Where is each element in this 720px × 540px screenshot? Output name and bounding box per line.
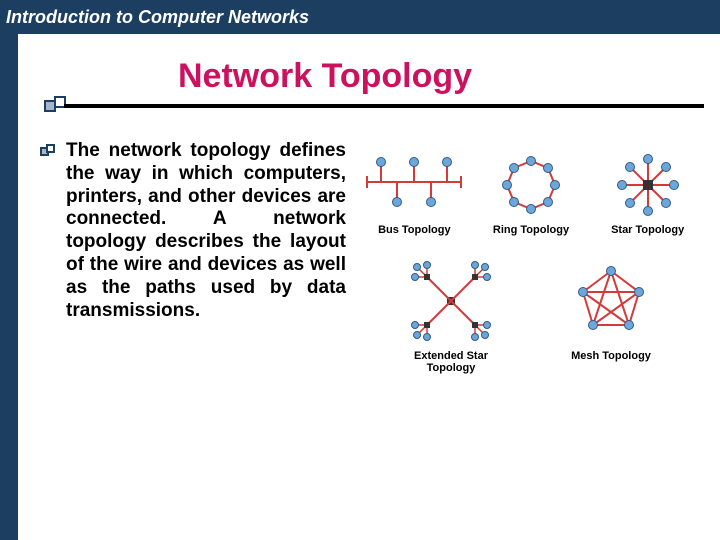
diagram-extended-star: Extended Star Topology [396,256,506,374]
diagram-label: Star Topology [611,224,684,236]
diagram-mesh: Mesh Topology [556,256,666,374]
title-rule [64,104,704,108]
diagram-bus: Bus Topology [359,150,469,236]
bullet-ornament-icon [40,144,58,160]
extended-star-topology-icon [391,256,511,346]
diagram-label: Extended Star Topology [396,350,506,374]
diagram-ring: Ring Topology [476,150,586,236]
diagram-label: Bus Topology [378,224,451,236]
bus-topology-icon [359,150,469,220]
diagram-row: Bus Topology Ring Topology [356,150,706,236]
header-title: Introduction to Computer Networks [6,7,309,28]
star-topology-icon [593,150,703,220]
ring-topology-icon [476,150,586,220]
sidebar-strip [0,34,18,540]
diagram-star: Star Topology [593,150,703,236]
diagram-row: Extended Star Topology [356,256,706,374]
diagram-label: Ring Topology [493,224,569,236]
body-text: The network topology defines the way in … [66,140,346,322]
slide-title: Network Topology [178,58,708,95]
diagrams-panel: Bus Topology Ring Topology [356,150,706,394]
diagram-label: Mesh Topology [571,350,651,362]
header-bar: Introduction to Computer Networks [0,0,720,34]
mesh-topology-icon [556,256,666,346]
title-area: Network Topology [18,58,708,101]
